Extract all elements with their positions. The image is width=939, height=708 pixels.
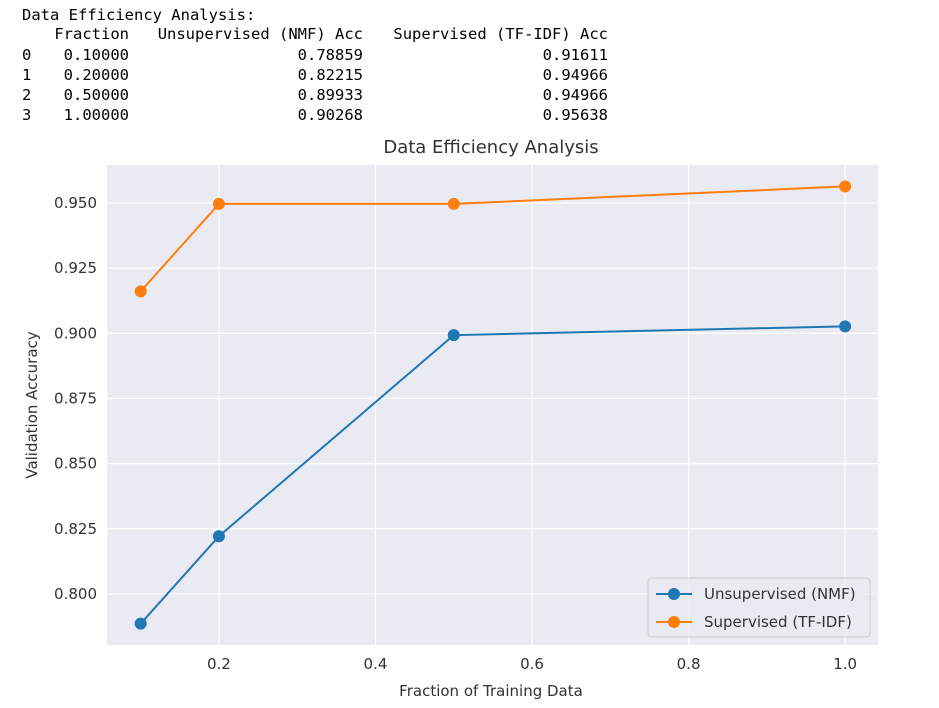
- table-cell: 0.94966: [543, 66, 608, 84]
- legend-label: Supervised (TF-IDF): [704, 613, 852, 631]
- series-line: [139, 185, 846, 293]
- table-cell: 0.78859: [298, 46, 363, 64]
- table-cell: 0.20000: [64, 66, 129, 84]
- row-index: 2: [22, 86, 31, 104]
- y-tick-label: 0.800: [54, 585, 97, 603]
- y-tick-label: 0.925: [54, 259, 97, 277]
- row-index: 3: [22, 106, 31, 124]
- x-tick-label: 0.4: [364, 655, 388, 673]
- point: [447, 197, 460, 210]
- table-cell: 0.10000: [64, 46, 129, 64]
- table-title: Data Efficiency Analysis:: [22, 6, 255, 24]
- row-index: 0: [22, 46, 31, 64]
- table-header: Fraction: [54, 25, 129, 43]
- table-cell: 0.95638: [543, 106, 608, 124]
- y-axis-label: Validation Accuracy: [23, 331, 41, 478]
- legend-box: [647, 577, 871, 638]
- point: [212, 530, 225, 543]
- point: [212, 197, 225, 210]
- table-cell: 1.00000: [64, 106, 129, 124]
- x-tick-label: 0.8: [677, 655, 701, 673]
- table-cell: 0.82215: [298, 66, 363, 84]
- y-tick-label: 0.850: [54, 455, 97, 473]
- y-tick-label: 0.875: [54, 389, 97, 407]
- x-tick-label: 1.0: [833, 655, 857, 673]
- y-tick-label: 0.825: [54, 520, 97, 538]
- table-cell: 0.91611: [543, 46, 608, 64]
- table-header: Supervised (TF-IDF) Acc: [393, 25, 608, 43]
- legend-marker: [668, 588, 680, 600]
- row-index: 1: [22, 66, 31, 84]
- point: [447, 329, 460, 342]
- table-header: Unsupervised (NMF) Acc: [158, 25, 363, 43]
- y-tick-label: 0.900: [54, 324, 97, 342]
- x-tick-label: 0.2: [207, 655, 231, 673]
- table-cell: 0.50000: [64, 86, 129, 104]
- point: [839, 320, 852, 333]
- table-cell: 0.89933: [298, 86, 363, 104]
- legend-marker: [668, 616, 680, 628]
- legend-label: Unsupervised (NMF): [704, 585, 856, 603]
- table-cell: 0.90268: [298, 106, 363, 124]
- series-line: [139, 325, 846, 625]
- y-tick-label: 0.950: [54, 194, 97, 212]
- point: [839, 180, 852, 193]
- point: [134, 285, 147, 298]
- x-axis-label: Fraction of Training Data: [399, 682, 583, 700]
- plot-area: [107, 165, 878, 645]
- point: [134, 617, 147, 630]
- chart-title: Data Efficiency Analysis: [383, 137, 598, 158]
- table-cell: 0.94966: [543, 86, 608, 104]
- x-tick-label: 0.6: [520, 655, 544, 673]
